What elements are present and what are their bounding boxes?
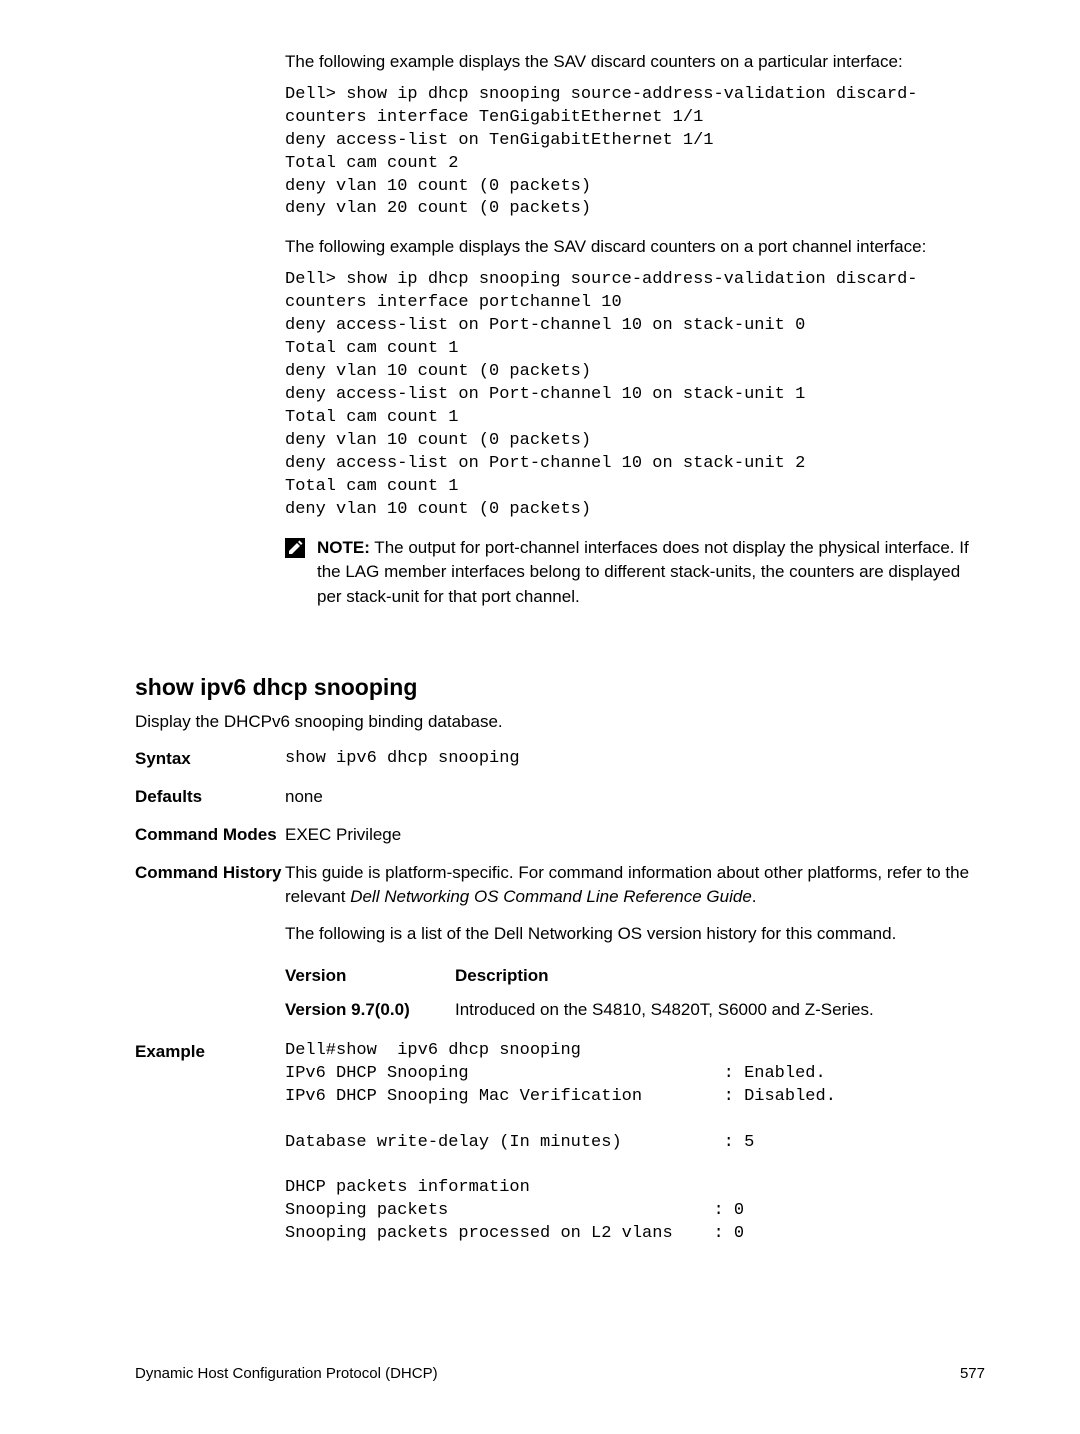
defaults-label: Defaults [135,785,285,809]
code-block-1: Dell> show ip dhcp snooping source-addre… [285,84,985,222]
footer-left: Dynamic Host Configuration Protocol (DHC… [135,1363,438,1384]
history-para-1: This guide is platform-specific. For com… [285,861,985,909]
history-row: Command History This guide is platform-s… [135,861,985,1022]
history-para-1-em: Dell Networking OS Command Line Referenc… [350,887,752,906]
syntax-row: Syntax show ipv6 dhcp snooping [135,747,985,771]
pencil-icon [285,538,305,565]
note-body: The output for port-channel interfaces d… [317,538,969,606]
history-para-1b: . [752,887,757,906]
version-number: Version 9.7(0.0) [285,998,455,1022]
section-subtitle: Display the DHCPv6 snooping binding data… [135,710,985,734]
section-heading: show ipv6 dhcp snooping [135,671,985,703]
page-footer: Dynamic Host Configuration Protocol (DHC… [135,1363,985,1384]
example-code: Dell#show ipv6 dhcp snooping IPv6 DHCP S… [285,1040,985,1246]
note-label: NOTE: [317,538,370,557]
version-header: Version [285,964,455,988]
version-header-row: Version Description [285,964,985,988]
history-para-2: The following is a list of the Dell Netw… [285,922,985,946]
modes-label: Command Modes [135,823,285,847]
intro-text-2: The following example displays the SAV d… [285,235,985,259]
example-row: Example Dell#show ipv6 dhcp snooping IPv… [135,1040,985,1246]
syntax-value: show ipv6 dhcp snooping [285,747,985,771]
example-label: Example [135,1040,285,1246]
intro-text-1: The following example displays the SAV d… [285,50,985,74]
note-callout: NOTE: The output for port-channel interf… [285,536,985,610]
modes-row: Command Modes EXEC Privilege [135,823,985,847]
version-data-row: Version 9.7(0.0) Introduced on the S4810… [285,998,985,1022]
code-block-2: Dell> show ip dhcp snooping source-addre… [285,269,985,521]
defaults-row: Defaults none [135,785,985,809]
syntax-label: Syntax [135,747,285,771]
modes-value: EXEC Privilege [285,823,985,847]
note-text: NOTE: The output for port-channel interf… [317,536,985,610]
example-value: Dell#show ipv6 dhcp snooping IPv6 DHCP S… [285,1040,985,1246]
description-header: Description [455,964,985,988]
footer-page-number: 577 [960,1363,985,1384]
history-value: This guide is platform-specific. For com… [285,861,985,1022]
defaults-value: none [285,785,985,809]
version-description: Introduced on the S4810, S4820T, S6000 a… [455,998,985,1022]
history-label: Command History [135,861,285,1022]
